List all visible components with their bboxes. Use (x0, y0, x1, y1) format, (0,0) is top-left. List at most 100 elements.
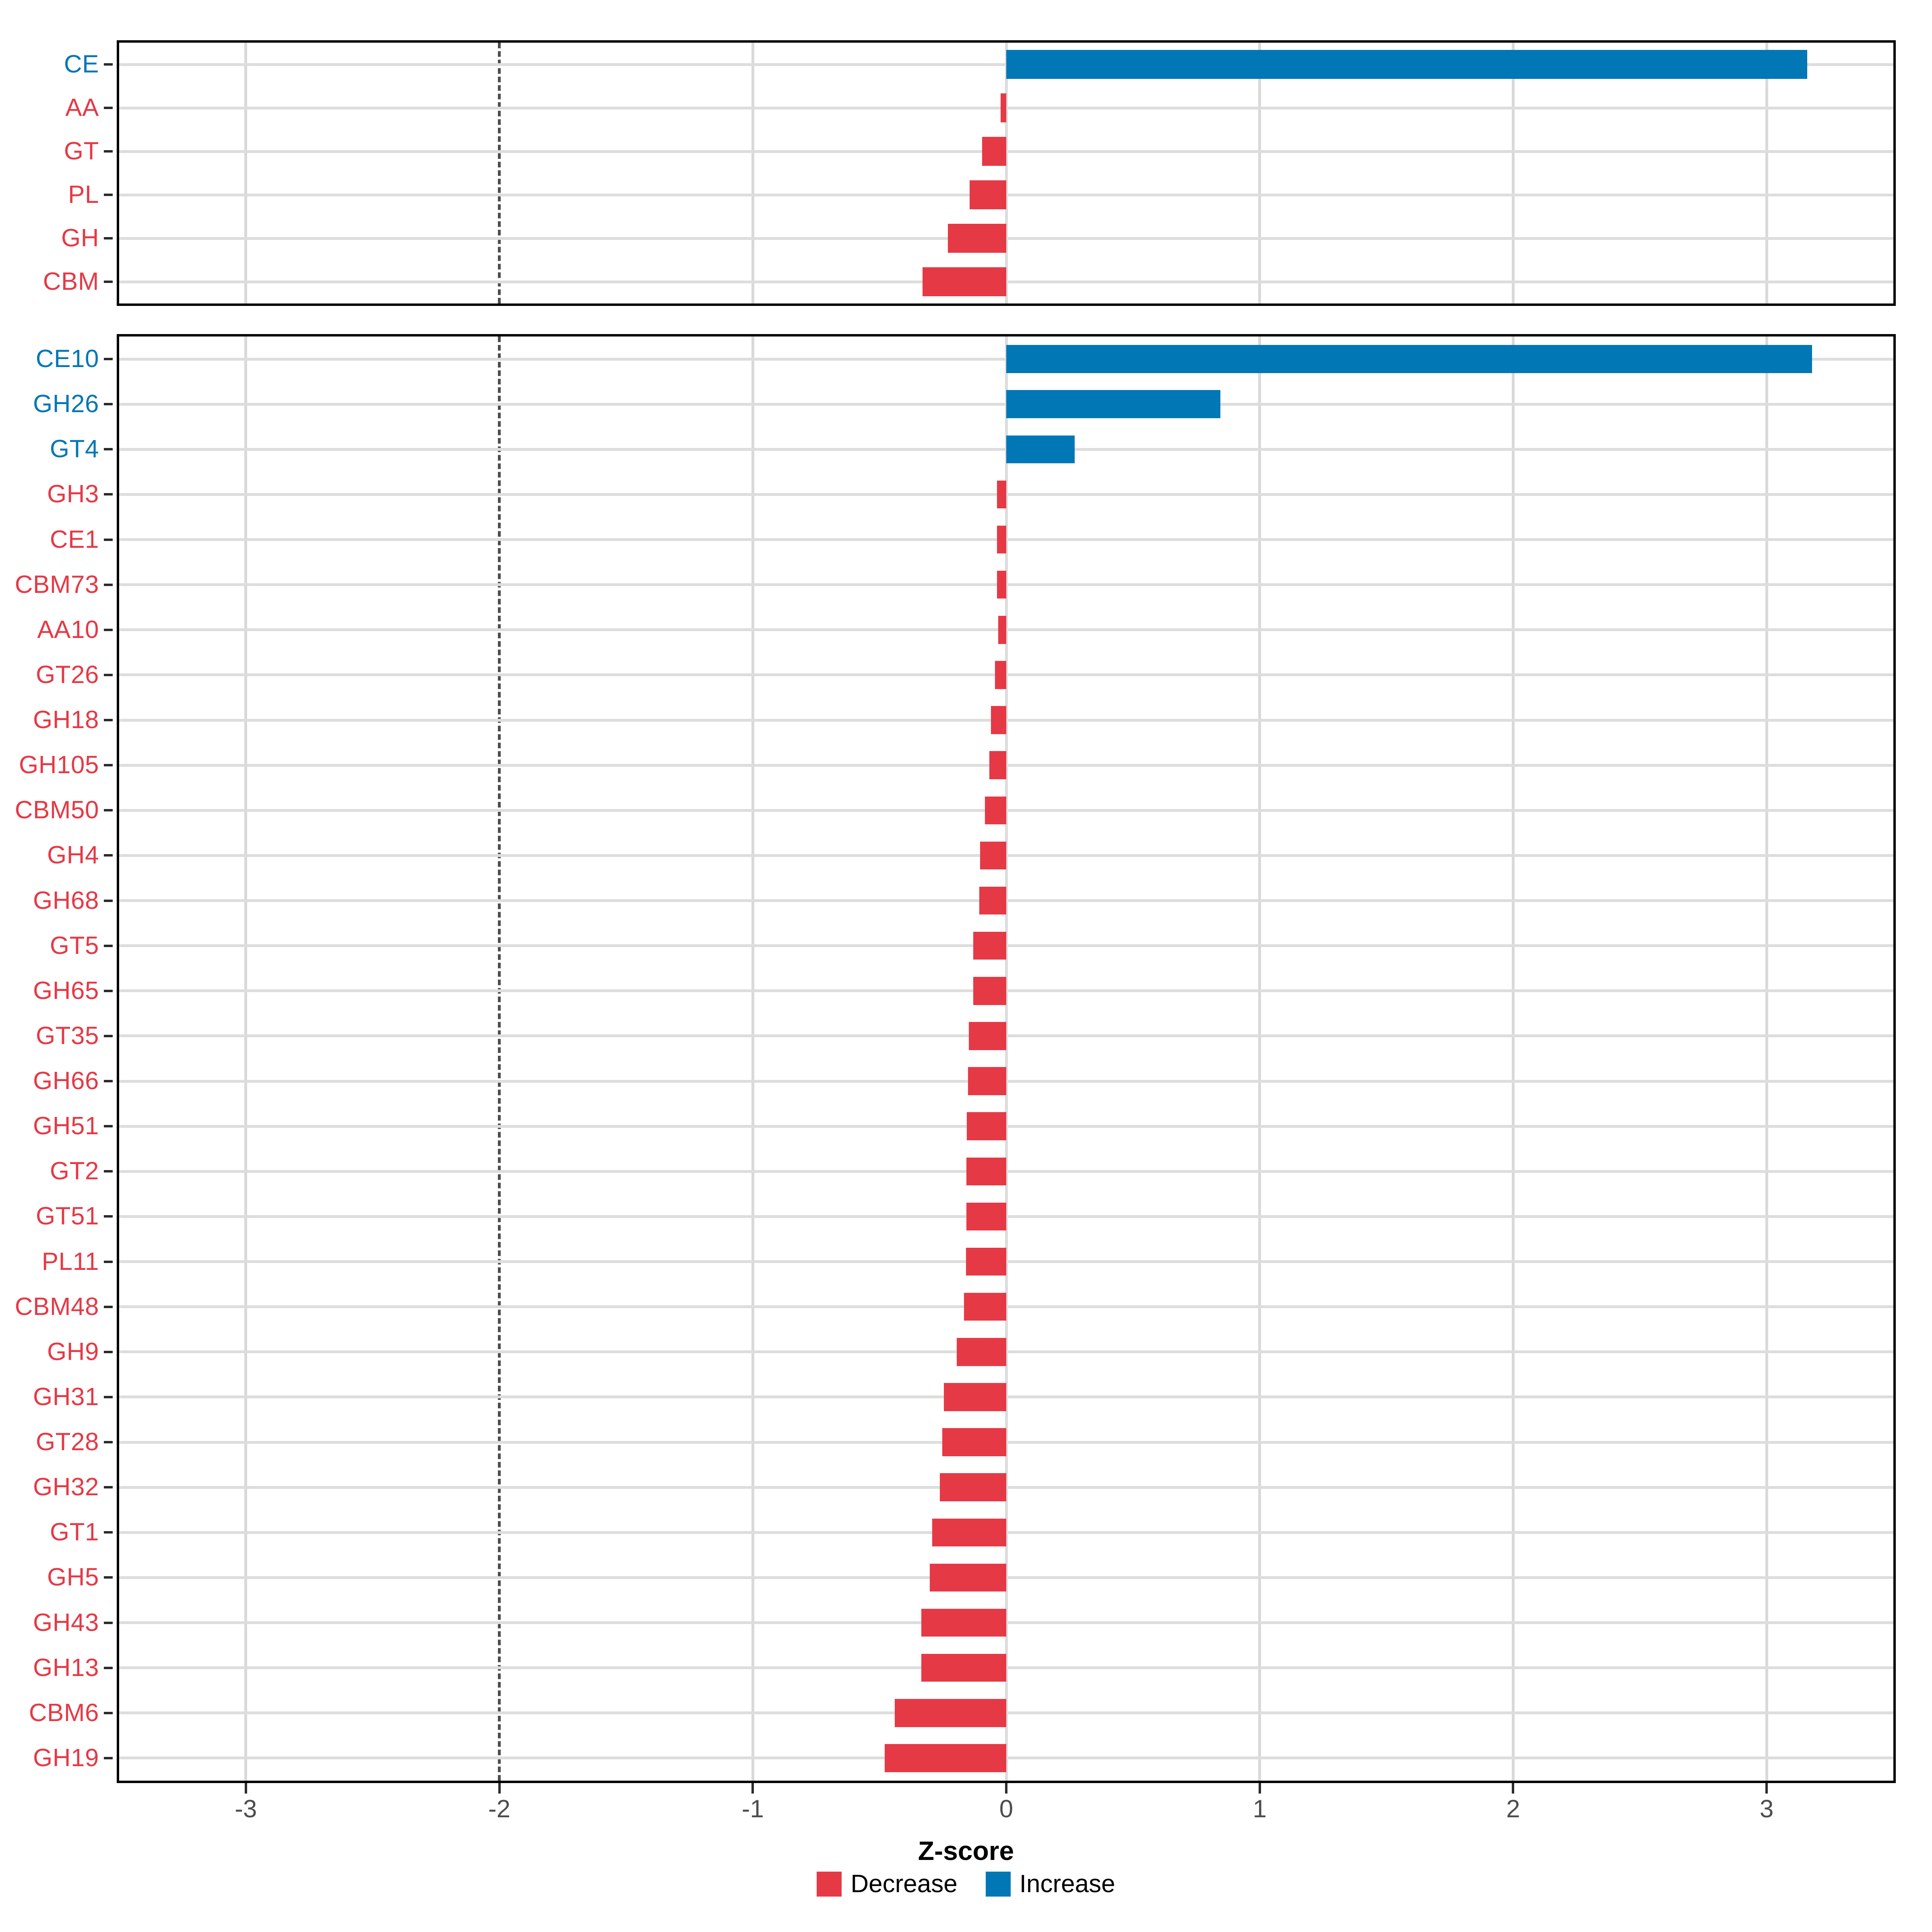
bar-gt28[interactable] (942, 1428, 1006, 1456)
horizontal-gridline (119, 1305, 1893, 1309)
horizontal-gridline (119, 106, 1893, 109)
vertical-gridline (244, 43, 248, 303)
vertical-gridline (1765, 43, 1768, 303)
bar-cbm[interactable] (923, 267, 1006, 296)
bar-gt[interactable] (982, 137, 1006, 166)
legend-item-increase[interactable]: Increase (985, 1870, 1115, 1898)
bar-cbm73[interactable] (997, 570, 1006, 599)
horizontal-gridline (119, 1170, 1893, 1173)
y-axis-tick (104, 1215, 113, 1218)
bar-ce1[interactable] (997, 525, 1006, 554)
y-axis-tick (104, 1305, 113, 1308)
bar-gh105[interactable] (989, 751, 1006, 779)
horizontal-gridline (119, 718, 1893, 722)
horizontal-gridline (119, 1531, 1893, 1534)
horizontal-gridline (119, 1666, 1893, 1670)
y-axis-tick (104, 538, 113, 541)
y-axis-tick (104, 989, 113, 992)
bar-gh19[interactable] (884, 1744, 1006, 1772)
bar-gh68[interactable] (979, 886, 1006, 915)
horizontal-gridline (119, 809, 1893, 812)
vertical-gridline (1005, 43, 1008, 303)
bar-ce10[interactable] (1006, 345, 1812, 373)
bar-cbm48[interactable] (964, 1292, 1006, 1321)
y-axis-label-gt28: GT28 (35, 1428, 99, 1456)
y-axis-tick (104, 1260, 113, 1263)
bar-gt2[interactable] (966, 1157, 1006, 1186)
plot-area-class (119, 43, 1893, 303)
plot-area-family (119, 336, 1893, 1781)
y-axis-tick (104, 403, 113, 406)
y-axis-tick (104, 237, 113, 239)
y-axis-tick (104, 150, 113, 153)
bar-gh13[interactable] (921, 1653, 1006, 1682)
bar-gt1[interactable] (932, 1518, 1006, 1547)
vertical-gridline (1511, 43, 1515, 303)
x-axis-tick (751, 1783, 754, 1794)
bar-gt51[interactable] (966, 1202, 1006, 1231)
bar-gh51[interactable] (967, 1112, 1006, 1140)
bar-gt4[interactable] (1006, 435, 1075, 464)
y-axis-tick (104, 63, 113, 66)
y-axis-label-gh19: GH19 (33, 1744, 99, 1772)
y-axis-label-aa10: AA10 (37, 615, 99, 644)
y-axis-tick (104, 628, 113, 631)
y-axis-tick (104, 107, 113, 109)
y-axis-label-gh43: GH43 (33, 1608, 99, 1637)
horizontal-gridline (119, 1757, 1893, 1760)
bar-gh32[interactable] (940, 1473, 1006, 1501)
bar-gh31[interactable] (944, 1383, 1006, 1411)
y-axis-label-pl: PL (68, 181, 99, 208)
y-axis-label-cbm50: CBM50 (14, 796, 99, 824)
bar-gt35[interactable] (968, 1022, 1006, 1050)
y-axis-tick (104, 1034, 113, 1037)
x-axis-tick-label: -1 (741, 1795, 764, 1823)
bar-aa[interactable] (1001, 93, 1006, 122)
y-axis-tick (104, 1441, 113, 1444)
horizontal-gridline (119, 1395, 1893, 1399)
legend: Decrease Increase (0, 1872, 1932, 1897)
bar-gh5[interactable] (930, 1563, 1006, 1592)
horizontal-gridline (119, 899, 1893, 902)
bar-gh9[interactable] (957, 1338, 1006, 1366)
bar-gh65[interactable] (973, 977, 1006, 1005)
panel-cazyme-class (117, 40, 1896, 306)
horizontal-gridline (119, 1621, 1893, 1624)
bar-pl[interactable] (969, 180, 1006, 209)
y-axis-label-gt: GT (64, 137, 99, 165)
bar-gh[interactable] (948, 224, 1006, 253)
horizontal-gridline (119, 989, 1893, 993)
bar-ce[interactable] (1006, 50, 1807, 79)
y-axis-tick (104, 1621, 113, 1624)
bar-gh26[interactable] (1006, 390, 1221, 418)
horizontal-gridline (119, 237, 1893, 240)
legend-label-increase: Increase (1019, 1870, 1115, 1898)
vertical-gridline (751, 43, 754, 303)
y-axis-tick (104, 1576, 113, 1579)
bar-cbm6[interactable] (894, 1699, 1006, 1727)
bar-gt26[interactable] (995, 661, 1006, 689)
bar-gh66[interactable] (968, 1067, 1006, 1095)
bar-aa10[interactable] (998, 616, 1006, 644)
bar-gh43[interactable] (921, 1608, 1006, 1637)
bar-gt5[interactable] (973, 931, 1006, 960)
y-axis-tick (104, 358, 113, 361)
vertical-gridline (244, 336, 248, 1781)
bar-cbm50[interactable] (985, 796, 1006, 825)
legend-item-decrease[interactable]: Decrease (817, 1870, 958, 1898)
bar-gh18[interactable] (991, 706, 1006, 734)
y-axis-label-gt35: GT35 (35, 1022, 99, 1050)
bar-gh4[interactable] (980, 841, 1006, 870)
vertical-gridline (751, 336, 754, 1781)
y-axis-tick (104, 673, 113, 676)
x-axis-tick-label: -3 (235, 1795, 257, 1823)
legend-label-decrease: Decrease (850, 1870, 958, 1898)
horizontal-gridline (119, 1080, 1893, 1083)
bar-gh3[interactable] (997, 480, 1006, 509)
legend-swatch-decrease (817, 1872, 842, 1897)
x-axis-tick-label: -2 (488, 1795, 511, 1823)
y-axis-tick (104, 1711, 113, 1714)
vertical-gridline (1511, 336, 1515, 1781)
bar-pl11[interactable] (966, 1247, 1006, 1276)
